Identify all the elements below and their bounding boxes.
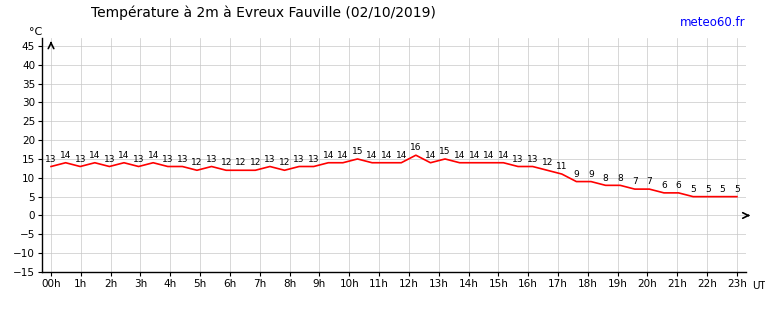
Text: 15: 15 <box>439 147 451 156</box>
Text: 14: 14 <box>60 151 71 160</box>
Text: 5: 5 <box>705 185 711 194</box>
Text: 12: 12 <box>249 158 261 167</box>
Text: °C: °C <box>30 27 43 36</box>
Text: 13: 13 <box>133 155 145 164</box>
Text: 14: 14 <box>381 151 392 160</box>
Text: 14: 14 <box>454 151 465 160</box>
Text: 14: 14 <box>425 151 436 160</box>
Text: 14: 14 <box>119 151 130 160</box>
Text: 14: 14 <box>498 151 509 160</box>
Text: 13: 13 <box>293 155 305 164</box>
Text: 14: 14 <box>148 151 159 160</box>
Text: 5: 5 <box>734 185 740 194</box>
Text: 12: 12 <box>235 158 246 167</box>
Text: 12: 12 <box>191 158 203 167</box>
Text: 9: 9 <box>574 170 579 179</box>
Text: 13: 13 <box>103 155 116 164</box>
Text: 12: 12 <box>542 158 553 167</box>
Text: 14: 14 <box>468 151 480 160</box>
Text: 8: 8 <box>617 173 623 183</box>
Text: 15: 15 <box>352 147 363 156</box>
Text: 13: 13 <box>513 155 524 164</box>
Text: 14: 14 <box>323 151 334 160</box>
Text: 12: 12 <box>278 158 290 167</box>
Text: 13: 13 <box>74 155 86 164</box>
Text: Température à 2m à Evreux Fauville (02/10/2019): Température à 2m à Evreux Fauville (02/1… <box>91 5 436 20</box>
Text: 13: 13 <box>177 155 188 164</box>
Text: 14: 14 <box>396 151 407 160</box>
Text: 12: 12 <box>220 158 232 167</box>
Text: UTC: UTC <box>752 281 765 292</box>
Text: 13: 13 <box>308 155 320 164</box>
Text: 13: 13 <box>264 155 275 164</box>
Text: 14: 14 <box>89 151 100 160</box>
Text: 13: 13 <box>45 155 57 164</box>
Text: 13: 13 <box>527 155 539 164</box>
Text: meteo60.fr: meteo60.fr <box>680 16 746 29</box>
Text: 14: 14 <box>483 151 494 160</box>
Text: 11: 11 <box>556 162 568 171</box>
Text: 16: 16 <box>410 143 422 152</box>
Text: 6: 6 <box>661 181 667 190</box>
Text: 7: 7 <box>646 177 653 186</box>
Text: 13: 13 <box>206 155 217 164</box>
Text: 8: 8 <box>603 173 608 183</box>
Text: 13: 13 <box>162 155 174 164</box>
Text: 7: 7 <box>632 177 638 186</box>
Text: 14: 14 <box>366 151 378 160</box>
Text: 9: 9 <box>588 170 594 179</box>
Text: 5: 5 <box>690 185 696 194</box>
Text: 6: 6 <box>675 181 682 190</box>
Text: 5: 5 <box>719 185 725 194</box>
Text: 14: 14 <box>337 151 349 160</box>
